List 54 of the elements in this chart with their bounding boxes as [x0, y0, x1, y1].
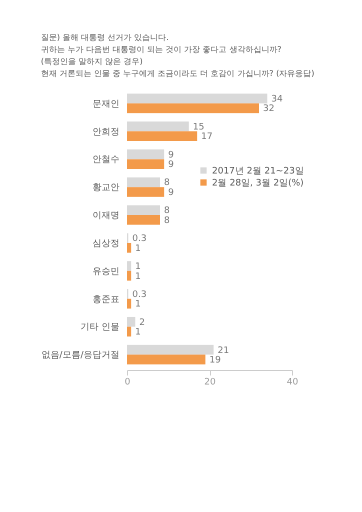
y-tick-label: 기타 인물	[80, 322, 120, 333]
bar	[127, 298, 132, 309]
bar	[127, 215, 160, 225]
bar	[127, 103, 259, 114]
bar	[127, 131, 198, 142]
chart-title: 질문) 올해 대통령 선거가 있습니다. 귀하는 누가 다음번 대통령이 되는 것이 가장 좋다고 생각하십니까? (특정인을 말하지 않은 경우) 현재 거론되는 인물 중 누구에게 조금이라도 더 호감이 가십니까? (자유응답)	[40, 33, 314, 78]
data-label: 9	[168, 150, 174, 160]
data-label: 19	[209, 356, 222, 366]
data-label: 2	[139, 318, 145, 328]
x-tick-label: 20	[204, 378, 216, 388]
y-tick-label: 이재명	[92, 211, 120, 222]
y-tick-label: 없음/모름/응답거절	[41, 350, 120, 361]
data-label: 8	[164, 178, 170, 188]
data-label: 34	[271, 94, 283, 104]
data-label: 0.3	[132, 290, 147, 300]
bar	[127, 149, 164, 160]
bar	[127, 122, 189, 132]
bar	[127, 187, 164, 197]
data-label: 8	[164, 206, 170, 216]
bar	[127, 326, 132, 336]
bar	[127, 316, 136, 327]
data-label: 9	[168, 160, 174, 170]
bar	[127, 159, 164, 169]
legend-label: 2월 28일, 3월 2일(%)	[212, 178, 304, 188]
y-tick-label: 홍준표	[92, 294, 120, 305]
data-label: 1	[135, 244, 141, 254]
y-tick-label: 심상정	[92, 238, 120, 249]
bar	[127, 94, 268, 104]
x-tick-label: 40	[286, 378, 298, 388]
x-tick-label: 0	[124, 378, 131, 388]
y-tick-label: 안희정	[92, 127, 120, 138]
data-label: 21	[218, 346, 230, 356]
data-label: 1	[135, 300, 141, 310]
y-tick-label: 황교안	[92, 183, 120, 194]
data-label: 32	[263, 104, 274, 114]
legend-label: 2017년 2월 21~23일	[212, 166, 304, 176]
y-tick-label: 안철수	[92, 155, 120, 166]
bar	[127, 242, 132, 253]
bar	[127, 261, 132, 271]
bar	[127, 177, 160, 188]
bar	[127, 354, 206, 364]
bar	[127, 205, 160, 216]
data-label: 1	[135, 262, 141, 272]
data-label: 1	[135, 272, 141, 282]
bar	[127, 270, 132, 281]
data-label: 1	[135, 328, 141, 338]
y-tick-label: 문재인	[92, 99, 120, 110]
data-label: 17	[201, 132, 213, 142]
y-tick-label: 유승민	[92, 266, 120, 277]
data-label: 9	[168, 188, 174, 198]
data-label: 0.3	[132, 234, 147, 244]
bar	[127, 344, 214, 355]
data-label: 8	[164, 216, 170, 226]
data-label: 15	[192, 122, 204, 132]
